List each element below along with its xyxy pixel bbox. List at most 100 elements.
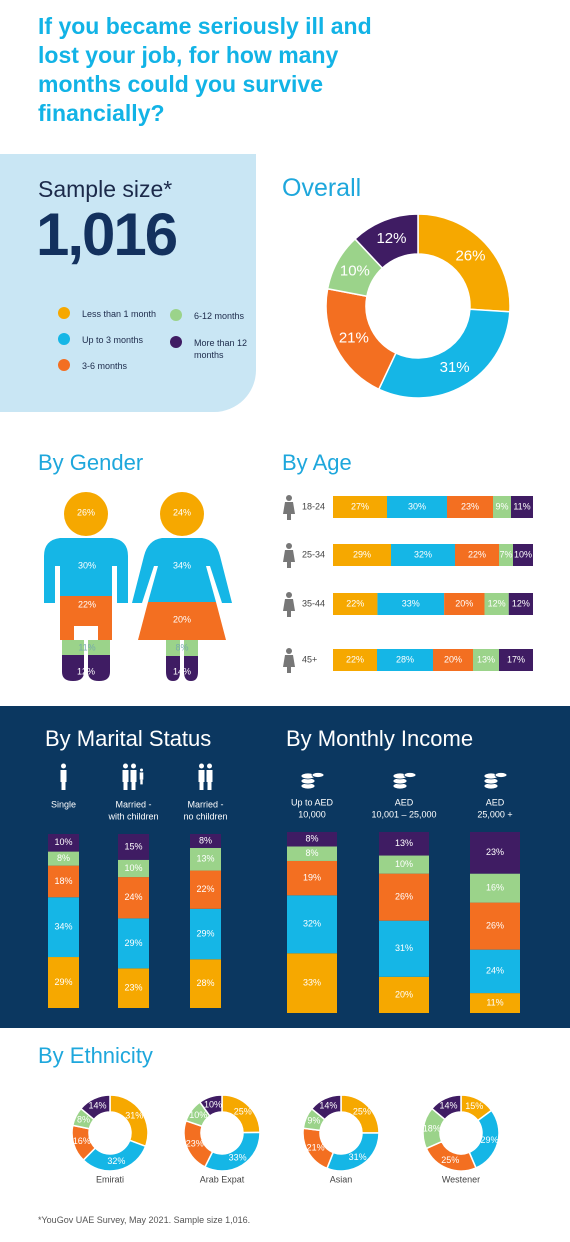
income-coin-top-icon-1 [403,772,417,778]
marital-bar-label-2-4: 8% [199,835,212,845]
legend-swatch-6-12 [170,309,182,321]
ethnicity-3-slice-label-3: 18% [423,1123,441,1133]
male-head [64,492,108,536]
ethnicity-1-slice-label-4: 10% [204,1099,222,1109]
income-category-2-1: 25,000 + [477,809,512,819]
marital-icon-head-1-1 [131,763,136,769]
marital-icon-head-1-0 [123,763,128,769]
age-bar-label-3-3: 13% [477,654,495,664]
marital-icon-body-1-1 [130,770,137,782]
overall-slice-1 [377,308,511,399]
ethnicity-2-slice-label-2: 21% [307,1142,325,1152]
age-bar-1-1 [391,544,455,566]
sample-size-label: Sample size* [38,176,173,202]
age-bar-0-1 [387,496,447,518]
gender-heading: By Gender [38,450,144,475]
age-bar-label-0-2: 23% [461,501,479,511]
age-bar-0-2 [447,496,493,518]
marital-bar-2-0 [190,959,221,1008]
age-person-icon-0 [286,495,292,501]
income-bar-1-4 [379,832,429,856]
female-skirt [138,602,226,640]
ethnicity-0-slice-label-1: 32% [107,1156,125,1166]
marital-bar-label-0-4: 10% [54,837,72,847]
marital-icon-head-1-2 [140,768,143,772]
age-bar-label-3-2: 20% [444,654,462,664]
income-bar-label-1-3: 10% [395,859,413,869]
income-bar-2-2 [470,902,520,950]
marital-category-2-1: no children [183,811,227,821]
age-person-body-1 [283,550,295,568]
marital-bar-2-3 [190,847,221,871]
overall-slice-label-3: 10% [340,262,370,279]
marital-heading: By Marital Status [45,726,212,751]
age-bar-2-3 [484,593,509,615]
gender-label-female-2: 20% [173,614,191,624]
age-bar-0-3 [493,496,511,518]
age-bar-1-3 [499,544,513,566]
age-bar-0-0 [333,496,387,518]
income-category-2-0: AED [486,797,505,807]
marital-icon-body-2-1 [206,770,213,782]
legend-label-6-12: 6-12 months [194,311,245,321]
ethnicity-heading: By Ethnicity [38,1043,153,1068]
overall-slice-4 [353,213,419,270]
ethnicity-3-slice-label-1: 29% [480,1135,498,1145]
overall-heading: Overall [282,174,362,202]
ethnicity-0-slice-0 [109,1094,149,1148]
legend-swatch-more-12 [170,336,182,348]
income-category-1-1: 10,001 – 25,000 [371,809,436,819]
overall-slice-label-0: 26% [455,248,485,265]
gender-label-female-1: 34% [173,560,191,570]
marital-bar-label-2-2: 22% [196,884,214,894]
male-hips [60,596,112,640]
marital-icon-head-2-0 [199,763,204,769]
page-title: If you became seriously ill and lost you… [38,13,372,126]
ethnicity-1-slice-label-3: 10% [189,1110,207,1120]
income-bar-label-1-2: 26% [395,892,413,902]
marital-icon-head-2-1 [207,763,212,769]
marital-bar-0-3 [48,851,79,866]
marital-bar-label-1-1: 29% [124,938,142,948]
income-category-0-1: 10,000 [298,809,326,819]
marital-bar-2-4 [190,834,221,848]
age-bar-3-4 [499,649,533,671]
income-bar-label-1-4: 13% [395,838,413,848]
marital-bar-1-2 [118,877,149,919]
legend-label-3-6: 3-6 months [82,361,128,371]
ethnicity-3-slice-4 [430,1094,462,1121]
income-bar-1-1 [379,920,429,977]
marital-icon-legs-2-0 [199,782,204,790]
marital-icon-body-0-0 [60,770,67,782]
income-bar-0-1 [287,895,337,954]
income-bar-2-4 [470,832,520,874]
gender-label-male-2: 22% [78,599,96,609]
ethnicity-1-slice-label-0: 25% [234,1106,252,1116]
age-bar-3-0 [333,649,377,671]
income-bar-label-0-4: 8% [305,834,318,844]
marital-bar-1-1 [118,918,149,969]
age-category-2: 35-44 [302,598,325,608]
marital-bar-0-2 [48,865,79,898]
ethnicity-3-slice-label-2: 25% [441,1155,459,1165]
age-bar-2-0 [333,593,378,615]
age-bar-label-0-1: 30% [408,501,426,511]
marital-bar-2-1 [190,908,221,960]
income-coin-top-icon-0 [311,772,325,778]
ethnicity-0-slice-label-3: 8% [77,1115,90,1125]
age-category-1: 25-34 [302,549,325,559]
marital-bar-label-1-4: 15% [124,841,142,851]
marital-icon-body-2-0 [198,770,205,782]
age-category-3: 45+ [302,654,317,664]
age-bar-1-0 [333,544,391,566]
marital-bar-0-1 [48,897,79,958]
marital-category-2-0: Married - [187,799,223,809]
ethnicity-1-slice-label-2: 23% [186,1139,204,1149]
marital-icon-legs-1-2 [140,779,143,785]
marital-bar-label-1-2: 24% [124,892,142,902]
marital-bar-label-0-3: 8% [57,853,70,863]
age-bar-2-4 [508,593,533,615]
sample-panel [0,154,256,412]
age-bar-label-3-1: 28% [396,654,414,664]
